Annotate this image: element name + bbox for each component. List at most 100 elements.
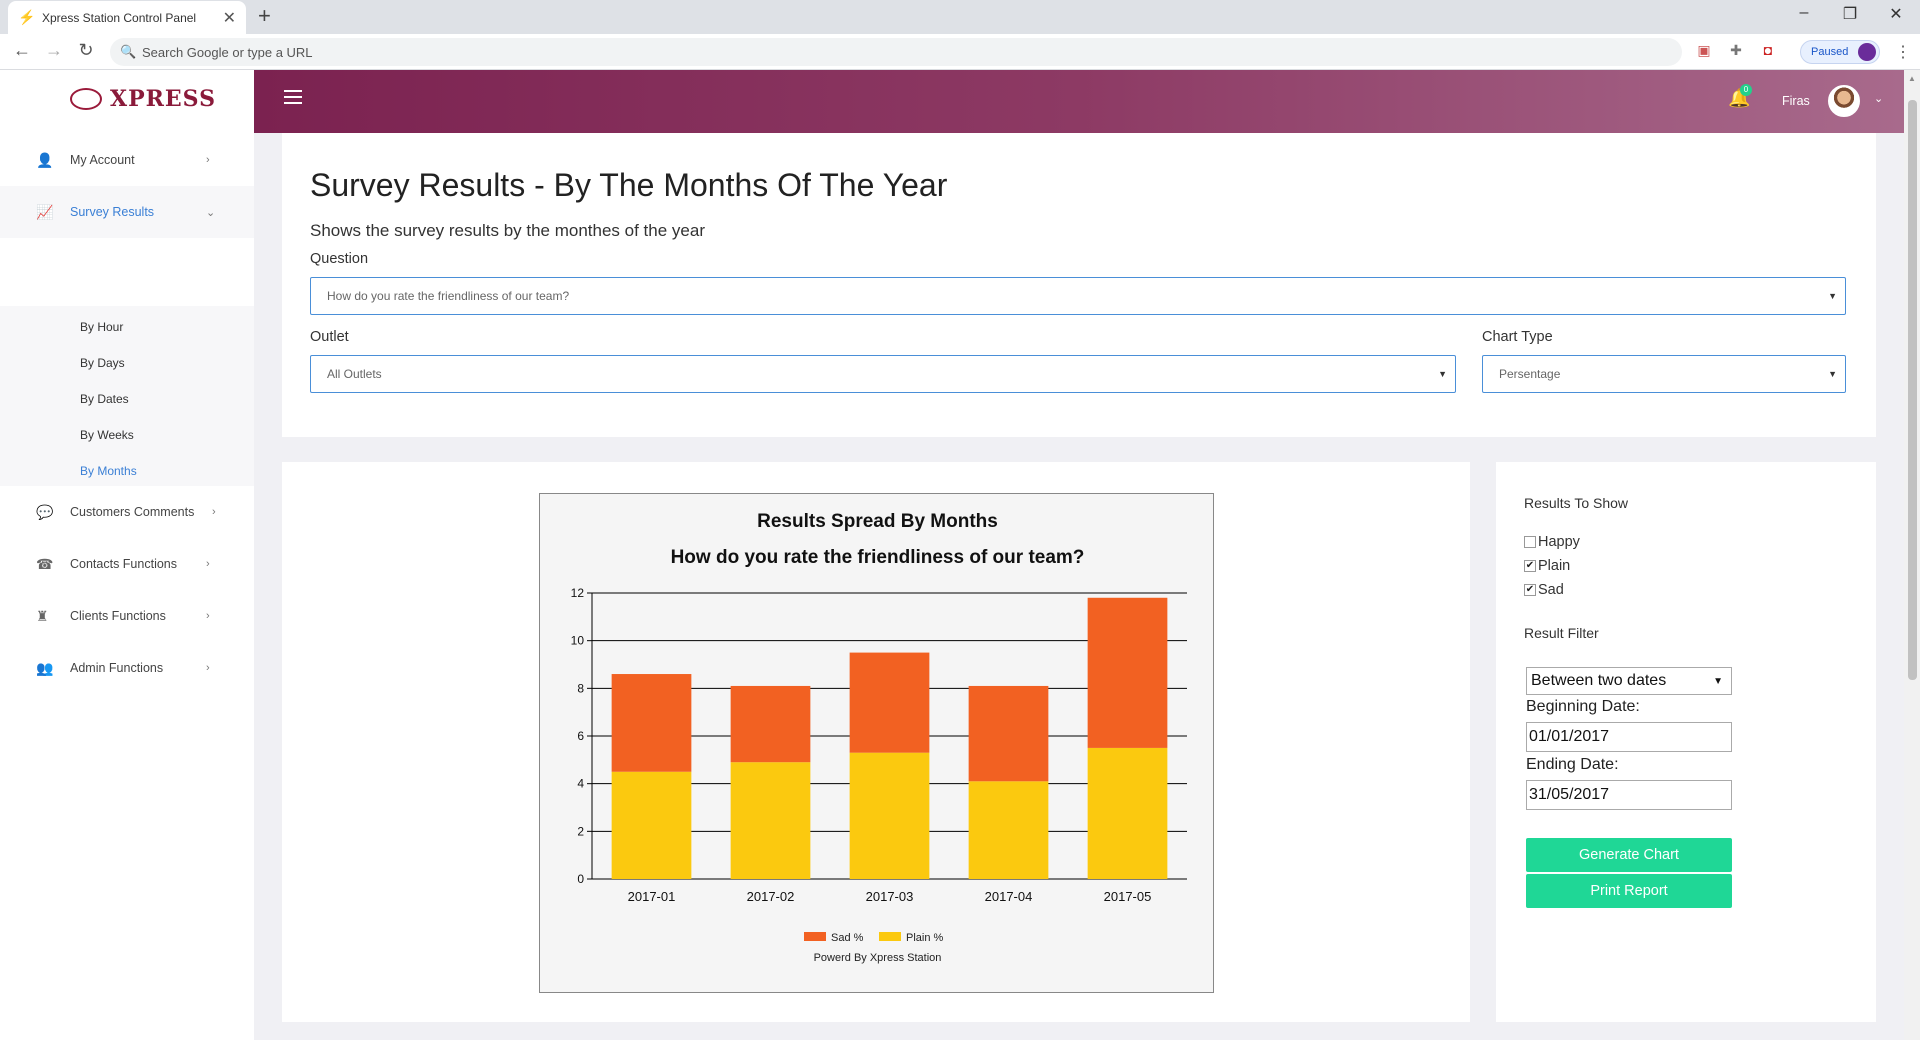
menu-toggle-icon[interactable]	[284, 90, 302, 108]
avatar[interactable]	[1828, 85, 1860, 117]
sidebar-subitem-by-days[interactable]: By Days	[80, 356, 125, 370]
scroll-up-icon[interactable]: ▲	[1908, 74, 1916, 83]
chart-subtitle: How do you rate the friendliness of our …	[671, 547, 1085, 568]
sidebar-subitem-by-months[interactable]: By Months	[80, 464, 137, 478]
beginning-date-label: Beginning Date:	[1526, 698, 1640, 715]
y-tick-label: 4	[577, 777, 584, 791]
comment-icon: 💬	[36, 503, 54, 520]
page-subtitle: Shows the survey results by the monthes …	[310, 221, 705, 240]
chart-type-select[interactable]: Persentage ▼	[1482, 355, 1846, 393]
checkbox-happy[interactable]	[1524, 536, 1536, 548]
sidebar-item-admin-functions[interactable]: 👥 Admin Functions ›	[0, 642, 254, 694]
bar-segment	[968, 685, 1049, 782]
page-scrollbar[interactable]: ▲	[1904, 70, 1920, 1040]
app-header: 🔔 0 Firas ⌄	[254, 70, 1904, 133]
beginning-date-input[interactable]: 01/01/2017	[1526, 722, 1732, 752]
bar-segment	[730, 685, 811, 763]
profile-button[interactable]: Paused	[1800, 40, 1880, 64]
sidebar-item-label: Clients Functions	[70, 609, 166, 623]
logo-text: XPRESS	[110, 86, 216, 112]
browser-menu-icon[interactable]: ⋮	[1895, 44, 1911, 61]
checkbox-plain[interactable]: ✔	[1524, 560, 1536, 572]
lightning-icon: ⚡	[18, 9, 36, 25]
chart-icon: 📈	[36, 203, 54, 220]
bar-segment	[1087, 597, 1168, 748]
checkbox-happy-row[interactable]: Happy	[1524, 534, 1580, 550]
y-tick-label: 0	[577, 872, 584, 886]
sidebar-item-survey-results[interactable]: 📈 Survey Results ⌄	[0, 186, 254, 238]
chart-frame: Results Spread By Months How do you rate …	[539, 493, 1214, 993]
result-filter-select[interactable]: Between two dates ▼	[1526, 667, 1732, 695]
checkbox-label: Plain	[1538, 558, 1571, 574]
y-tick-label: 6	[577, 729, 584, 743]
ending-date-value: 31/05/2017	[1529, 786, 1610, 803]
browser-tab-bar: ⚡ Xpress Station Control Panel ✕ + – ❐ ✕	[0, 0, 1920, 34]
question-value: How do you rate the friendliness of our …	[327, 289, 570, 303]
bar-segment	[611, 771, 692, 879]
x-tick-label: 2017-05	[1104, 889, 1152, 904]
chevron-right-icon: ›	[206, 662, 210, 674]
users-cog-icon: 👥	[36, 659, 54, 676]
checkbox-sad[interactable]: ✔	[1524, 584, 1536, 596]
results-to-show-heading: Results To Show	[1524, 495, 1629, 511]
forward-icon[interactable]: →	[45, 40, 63, 60]
sidebar-item-label: Contacts Functions	[70, 557, 177, 571]
close-window-icon[interactable]: ✕	[1889, 6, 1903, 23]
legend-swatch	[879, 932, 901, 941]
browser-tab[interactable]: ⚡ Xpress Station Control Panel ✕	[8, 1, 246, 34]
print-report-button[interactable]: Print Report	[1526, 874, 1732, 908]
close-tab-icon[interactable]: ✕	[222, 9, 236, 27]
logo[interactable]: XPRESS	[70, 86, 216, 112]
restore-icon[interactable]: ❐	[1842, 6, 1858, 23]
puzzle-extension-icon[interactable]: ✚	[1730, 42, 1742, 58]
bar-segment	[968, 781, 1049, 879]
tab-title: Xpress Station Control Panel	[42, 10, 197, 25]
chevron-right-icon: ›	[206, 154, 210, 166]
search-icon: 🔍	[120, 44, 137, 59]
chevron-right-icon: ›	[206, 558, 210, 570]
y-tick-label: 12	[571, 586, 585, 600]
sidebar-item-my-account[interactable]: 👤 My Account ›	[0, 134, 254, 186]
bar-segment	[1087, 747, 1168, 879]
address-bar[interactable]: 🔍 Search Google or type a URL	[110, 38, 1682, 66]
chart-type-value: Persentage	[1499, 367, 1561, 381]
user-icon: 👤	[36, 151, 54, 168]
bar-segment	[849, 752, 930, 879]
question-select[interactable]: How do you rate the friendliness of our …	[310, 277, 1846, 315]
sidebar-subitem-by-dates[interactable]: By Dates	[80, 392, 129, 406]
generate-chart-button[interactable]: Generate Chart	[1526, 838, 1732, 872]
ending-date-input[interactable]: 31/05/2017	[1526, 780, 1732, 810]
checkbox-plain-row[interactable]: ✔ Plain	[1524, 558, 1570, 574]
chevron-right-icon: ›	[212, 506, 216, 518]
checkbox-sad-row[interactable]: ✔ Sad	[1524, 582, 1564, 598]
sidebar-subitem-by-weeks[interactable]: By Weeks	[80, 428, 134, 442]
chevron-down-icon[interactable]: ⌄	[1874, 93, 1884, 105]
user-name[interactable]: Firas	[1782, 94, 1810, 108]
bar-segment	[611, 674, 692, 772]
x-tick-label: 2017-01	[628, 889, 676, 904]
address-placeholder: Search Google or type a URL	[142, 44, 313, 60]
sidebar-subitem-by-hour[interactable]: By Hour	[80, 320, 124, 334]
sidebar-item-customers-comments[interactable]: 💬 Customers Comments ›	[0, 486, 254, 538]
caret-down-icon: ▼	[1828, 369, 1837, 379]
pocket-extension-icon[interactable]: ◘	[1763, 42, 1773, 58]
chart-card: Results Spread By Months How do you rate …	[282, 462, 1470, 1022]
speech-bubble-icon	[70, 88, 102, 110]
phone-icon: ☎	[36, 555, 54, 572]
survey-results-submenu: By Hour By Days By Dates By Weeks By Mon…	[0, 306, 254, 486]
sidebar-item-contacts-functions[interactable]: ☎ Contacts Functions ›	[0, 538, 254, 590]
question-label: Question	[310, 251, 369, 267]
sidebar-item-label: My Account	[70, 153, 135, 167]
back-icon[interactable]: ←	[13, 40, 31, 60]
legend-swatch	[804, 932, 826, 941]
pdf-extension-icon[interactable]: ▣	[1697, 42, 1711, 58]
scrollbar-thumb[interactable]	[1908, 100, 1917, 680]
new-tab-icon[interactable]: +	[258, 3, 271, 28]
minimize-icon[interactable]: –	[1799, 4, 1809, 21]
sidebar-item-clients-functions[interactable]: ♜ Clients Functions ›	[0, 590, 254, 642]
outlet-select[interactable]: All Outlets ▼	[310, 355, 1456, 393]
x-tick-label: 2017-04	[985, 889, 1033, 904]
reload-icon[interactable]: ↻	[78, 40, 94, 60]
sidebar-item-label: Customers Comments	[70, 505, 195, 519]
caret-down-icon: ▼	[1438, 369, 1447, 379]
